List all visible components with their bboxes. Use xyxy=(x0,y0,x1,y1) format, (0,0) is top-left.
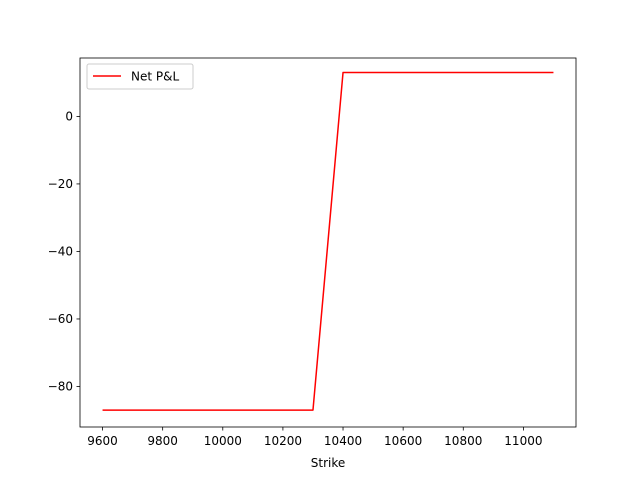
x-tick-label: 11000 xyxy=(504,434,542,448)
x-tick-label: 10400 xyxy=(324,434,362,448)
x-tick-label: 10800 xyxy=(444,434,482,448)
x-tick-label: 10600 xyxy=(384,434,422,448)
plot-layer xyxy=(102,71,554,411)
y-tick-label: −80 xyxy=(48,379,73,393)
x-tick-label: 9800 xyxy=(147,434,178,448)
y-tick-label: 0 xyxy=(65,109,73,123)
series-line-0 xyxy=(102,71,554,411)
y-tick-label: −60 xyxy=(48,312,73,326)
x-axis-label: Strike xyxy=(311,456,346,470)
y-tick-label: −20 xyxy=(48,177,73,191)
x-tick-label: 9600 xyxy=(87,434,118,448)
axes-layer: 9600 9800 10000 10200 10400 10600 10800 11000 −8… xyxy=(48,57,577,448)
y-tick-label: −40 xyxy=(48,244,73,258)
legend-box xyxy=(86,63,194,90)
legend-label: Net P&L xyxy=(131,70,179,84)
legend: Net P&L xyxy=(86,63,194,90)
x-tick-label: 10200 xyxy=(264,434,302,448)
x-tick-label: 10000 xyxy=(204,434,242,448)
plot-frame xyxy=(79,57,577,428)
